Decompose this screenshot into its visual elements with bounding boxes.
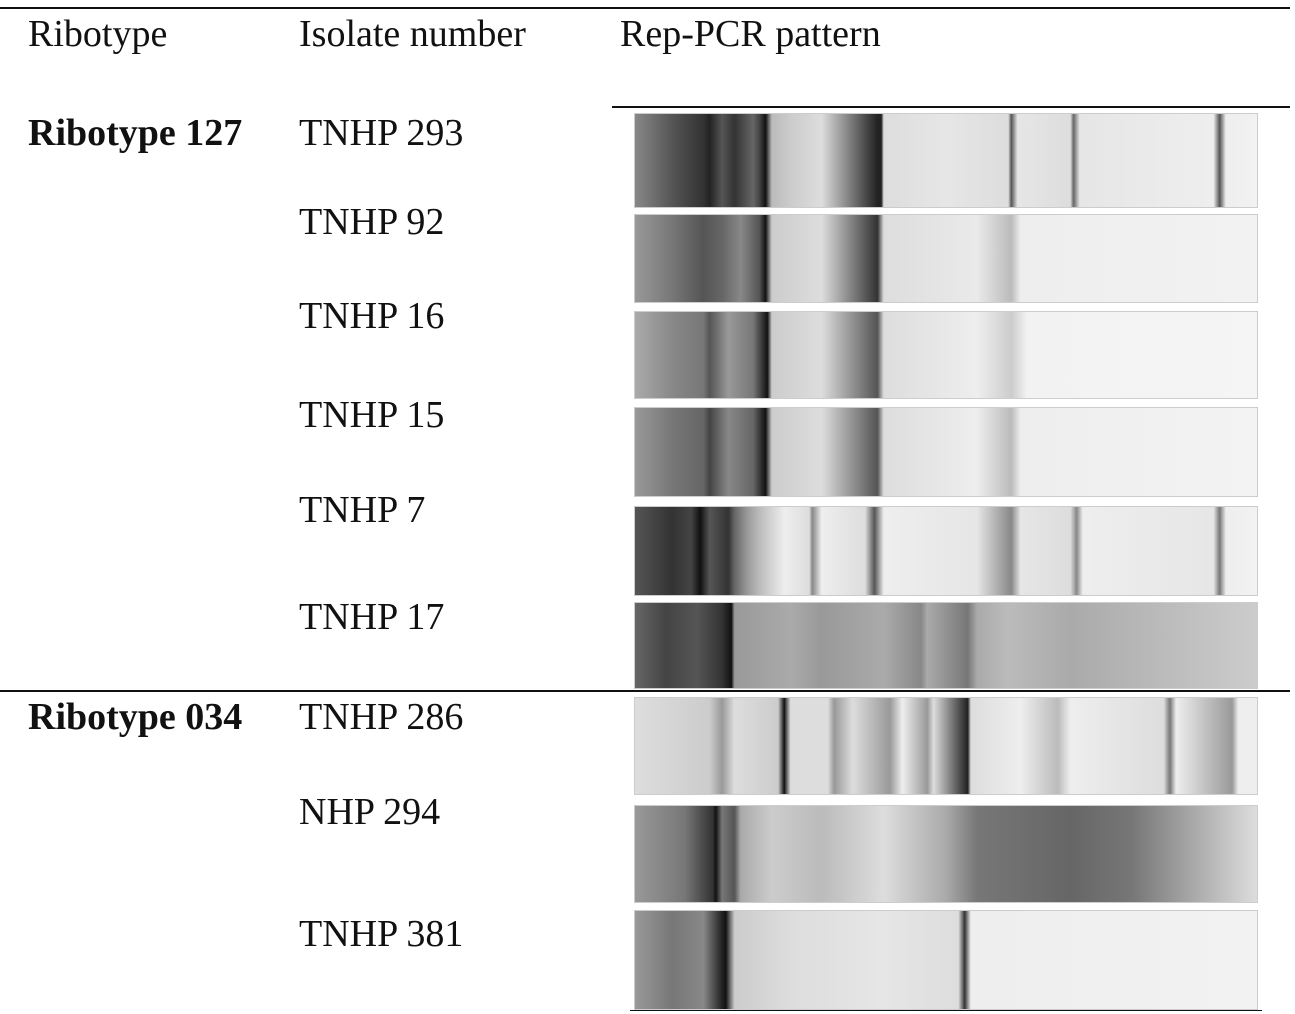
isolate-label: TNHP 16 [299,294,444,338]
isolate-label: TNHP 286 [299,695,463,739]
isolate-label: NHP 294 [299,790,440,834]
isolate-label: TNHP 17 [299,595,444,639]
gel-lane [634,214,1258,303]
isolate-label: TNHP 293 [299,111,463,155]
gel-lane [634,697,1258,795]
isolate-label: TNHP 381 [299,912,463,956]
isolate-label: TNHP 92 [299,200,444,244]
gel-lane [634,805,1258,903]
gel-lane [634,311,1258,399]
bottom-rule [630,1010,1262,1011]
gel-lane [634,113,1258,208]
table-figure: Ribotype Isolate number Rep-PCR pattern … [0,0,1295,1014]
top-rule [0,7,1290,9]
ribotype-label: Ribotype 127 [28,111,242,155]
isolate-label: TNHP 7 [299,488,425,532]
column-header: Isolate number [299,12,526,56]
column-header: Ribotype [28,12,167,56]
header-rule [612,106,1290,108]
column-header: Rep-PCR pattern [620,12,881,56]
gel-lane [634,407,1258,497]
gel-lane [634,602,1258,689]
ribotype-label: Ribotype 034 [28,695,242,739]
group-rule [0,690,1290,692]
gel-lane [634,910,1258,1010]
isolate-label: TNHP 15 [299,393,444,437]
gel-lane [634,506,1258,596]
